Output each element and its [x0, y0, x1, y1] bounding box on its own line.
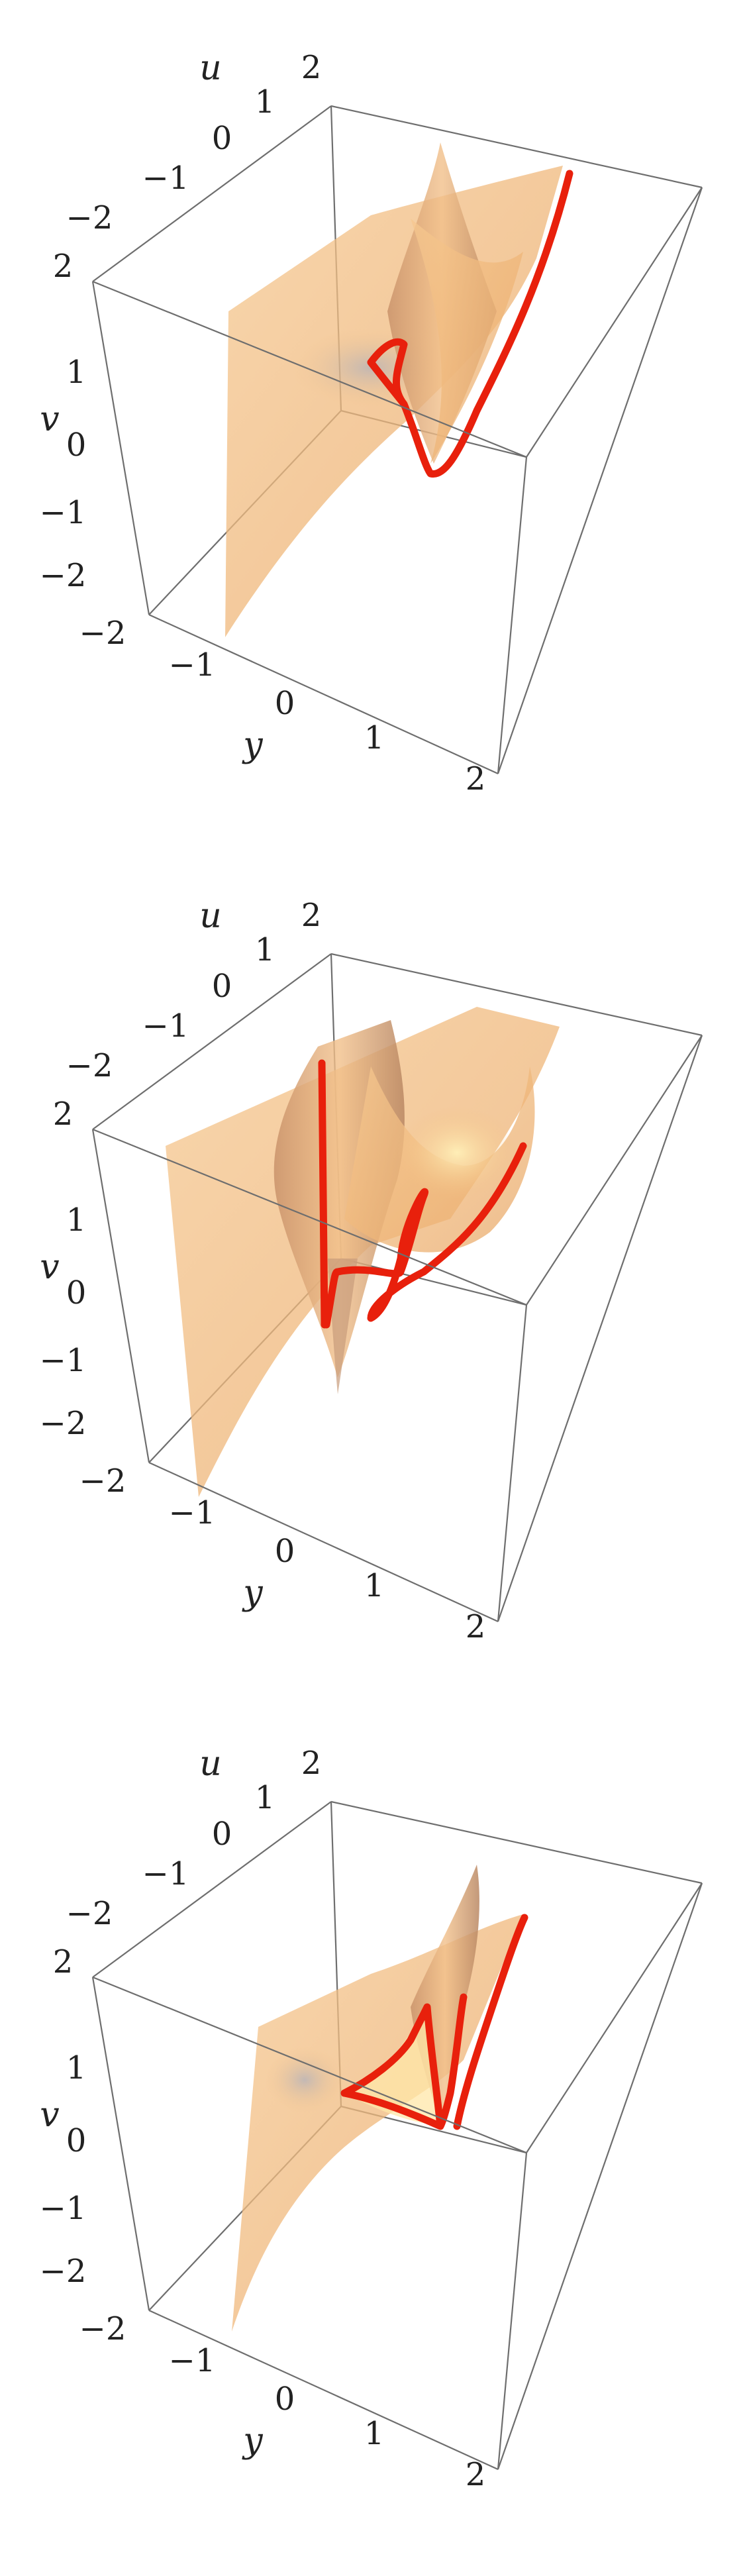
u-tick-label: −2: [66, 1895, 113, 1932]
u-axis-name: u: [199, 1744, 222, 1784]
v-tick-label: −2: [40, 1405, 87, 1442]
v-tick-label: 2: [53, 248, 74, 285]
y-tick-label: 0: [275, 1533, 295, 1570]
u-tick-label: 1: [255, 931, 275, 968]
u-tick-label: −2: [66, 199, 113, 236]
u-axis: 2 1 0 −1 −2 u: [66, 48, 322, 236]
u-tick-label: −1: [142, 1007, 189, 1045]
u-tick-label: 0: [212, 1816, 232, 1853]
panel-1: 2 1 0 −1 −2 u 2 1 0 −1 −2 v −2 −1 0 1 2 …: [40, 48, 702, 798]
y-axis-name: y: [242, 725, 263, 765]
u-tick-label: 1: [255, 1779, 275, 1816]
u-tick-label: 0: [212, 968, 232, 1005]
y-axis-name: y: [242, 2421, 263, 2461]
v-tick-label: 1: [66, 354, 87, 391]
y-axis: −2 −1 0 1 2 y: [79, 615, 486, 798]
u-axis-name: u: [199, 48, 222, 88]
y-axis-name: y: [242, 1573, 263, 1613]
u-tick-label: 2: [301, 1745, 322, 1782]
y-tick-label: −1: [169, 1494, 216, 1531]
y-tick-label: 2: [466, 760, 486, 798]
u-tick-label: −1: [142, 1855, 189, 1892]
u-tick-label: 1: [255, 83, 275, 121]
y-axis: −2 −1 0 1 2 y: [79, 2310, 486, 2493]
v-tick-label: 2: [53, 1096, 74, 1133]
v-tick-label: 0: [66, 1274, 87, 1312]
v-tick-label: 2: [53, 1943, 74, 1981]
u-tick-label: 2: [301, 49, 322, 86]
v-tick-label: 1: [66, 1202, 87, 1239]
surface: [166, 1007, 560, 1497]
y-tick-label: 0: [275, 685, 295, 722]
v-axis-name: v: [40, 399, 59, 439]
y-tick-label: −2: [79, 2310, 126, 2347]
panel-2: 2 1 0 −1 −2 u 2 1 0 −1 −2 v −2 −1 0 1 2 …: [40, 896, 702, 1645]
v-tick-label: −2: [40, 557, 87, 594]
y-tick-label: 2: [466, 2456, 486, 2493]
y-tick-label: −2: [79, 615, 126, 652]
u-axis: 2 1 0 −1 −2 u: [66, 1744, 322, 1932]
u-axis: 2 1 0 −1 −2 u: [66, 896, 322, 1084]
u-tick-label: 0: [212, 120, 232, 157]
v-tick-label: 0: [66, 427, 87, 464]
y-tick-label: 1: [364, 1567, 385, 1604]
y-tick-label: 1: [364, 2415, 385, 2452]
v-axis-name: v: [40, 2095, 59, 2135]
v-tick-label: −1: [40, 1342, 87, 1379]
v-tick-label: −1: [40, 494, 87, 531]
v-axis: 2 1 0 −1 −2 v: [40, 1096, 87, 1442]
v-tick-label: 0: [66, 2122, 87, 2159]
u-tick-label: 2: [301, 897, 322, 934]
v-tick-label: −2: [40, 2253, 87, 2290]
v-tick-label: −1: [40, 2190, 87, 2227]
y-tick-label: −1: [169, 2342, 216, 2379]
y-tick-label: −2: [79, 1463, 126, 1500]
y-tick-label: 1: [364, 719, 385, 756]
u-tick-label: −2: [66, 1047, 113, 1084]
panel-3: 2 1 0 −1 −2 u 2 1 0 −1 −2 v −2 −1 0 1 2 …: [40, 1744, 702, 2493]
v-axis-name: v: [40, 1247, 59, 1287]
y-tick-label: 0: [275, 2381, 295, 2418]
u-tick-label: −1: [142, 160, 189, 197]
v-axis: 2 1 0 −1 −2 v: [40, 1943, 87, 2290]
y-tick-label: 2: [466, 1608, 486, 1645]
v-tick-label: 1: [66, 2049, 87, 2087]
u-axis-name: u: [199, 896, 222, 936]
v-axis: 2 1 0 −1 −2 v: [40, 248, 87, 594]
y-axis: −2 −1 0 1 2 y: [79, 1463, 486, 1645]
y-tick-label: −1: [169, 646, 216, 684]
